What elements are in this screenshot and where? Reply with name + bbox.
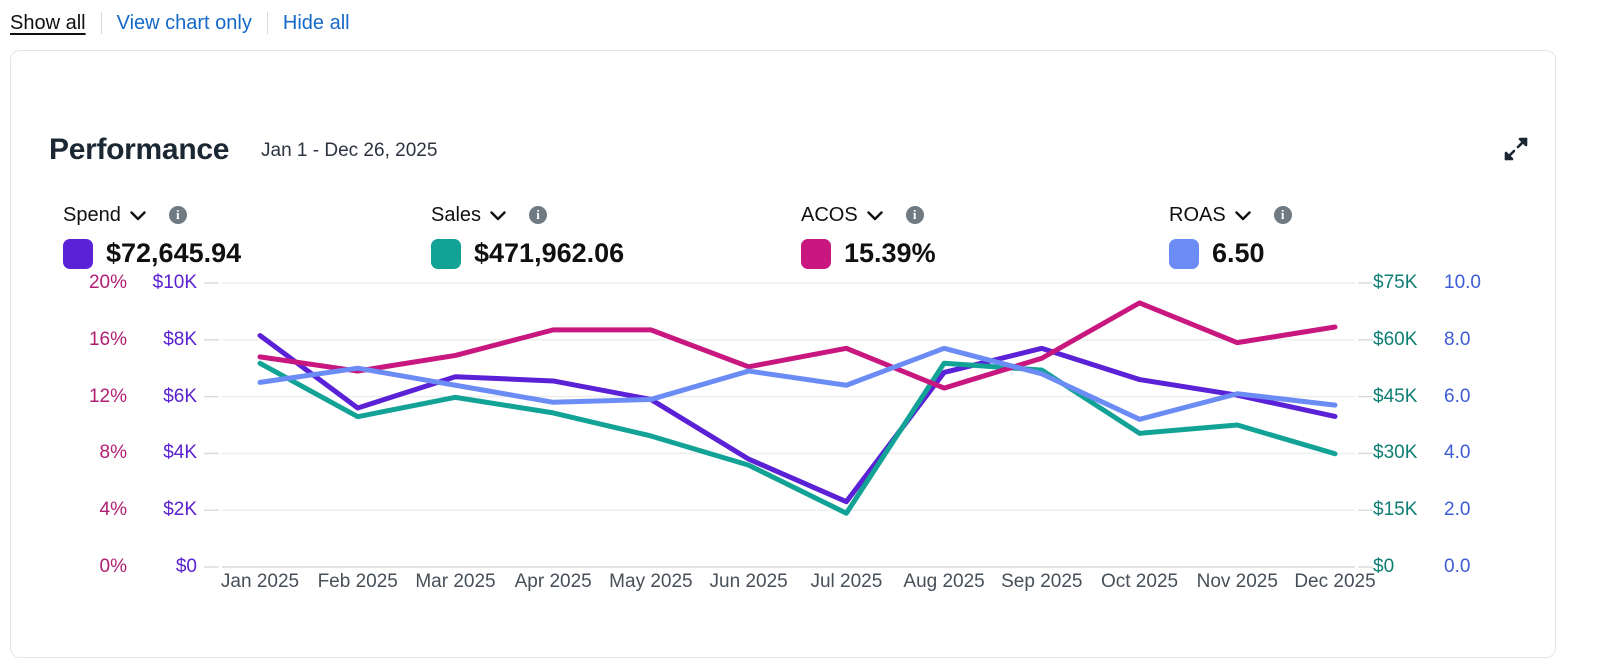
view-chart-only-link[interactable]: View chart only — [116, 11, 252, 34]
metric-label: Spend — [63, 203, 121, 226]
metric-label: ACOS — [801, 203, 858, 226]
toolbar-divider — [266, 12, 268, 34]
metric-spend-dropdown[interactable]: Spend i — [63, 201, 241, 229]
hide-all-link[interactable]: Hide all — [282, 11, 350, 34]
spend-color-swatch — [63, 238, 93, 269]
metric-roas: ROAS i 6.50 — [1169, 201, 1292, 269]
chevron-down-icon — [130, 208, 146, 226]
toolbar-divider — [100, 12, 102, 34]
metric-label: Sales — [431, 203, 482, 226]
metric-sales: Sales i $471,962.06 — [431, 201, 624, 269]
metric-acos: ACOS i 15.39% — [801, 201, 936, 269]
chevron-down-icon — [866, 208, 883, 226]
metric-acos-dropdown[interactable]: ACOS i — [801, 201, 936, 229]
spend-value: $72,645.94 — [106, 238, 242, 268]
expand-icon — [1503, 136, 1529, 165]
chevron-down-icon — [490, 208, 506, 226]
expand-button[interactable] — [1499, 133, 1533, 167]
page-title: Performance — [49, 133, 230, 166]
metric-spend: Spend i $72,645.94 — [63, 201, 241, 269]
show-all-link[interactable]: Show all — [10, 11, 86, 34]
info-icon[interactable]: i — [1273, 206, 1292, 224]
roas-color-swatch — [1169, 238, 1199, 269]
sales-value: $471,962.06 — [474, 238, 625, 268]
sales-color-swatch — [431, 238, 461, 269]
metric-label: ROAS — [1169, 203, 1226, 226]
metric-sales-dropdown[interactable]: Sales i — [431, 201, 624, 229]
info-icon[interactable]: i — [905, 206, 924, 224]
roas-value: 6.50 — [1212, 238, 1265, 268]
metric-roas-dropdown[interactable]: ROAS i — [1169, 201, 1292, 229]
info-icon[interactable]: i — [529, 206, 548, 224]
chevron-down-icon — [1234, 208, 1251, 226]
performance-card: Performance Jan 1 - Dec 26, 2025 Spend i… — [10, 50, 1556, 658]
date-range: Jan 1 - Dec 26, 2025 — [261, 140, 438, 161]
info-icon[interactable]: i — [168, 206, 187, 224]
acos-color-swatch — [801, 238, 831, 269]
chart-view-toolbar: Show all View chart only Hide all — [10, 8, 350, 38]
acos-value: 15.39% — [844, 238, 936, 268]
